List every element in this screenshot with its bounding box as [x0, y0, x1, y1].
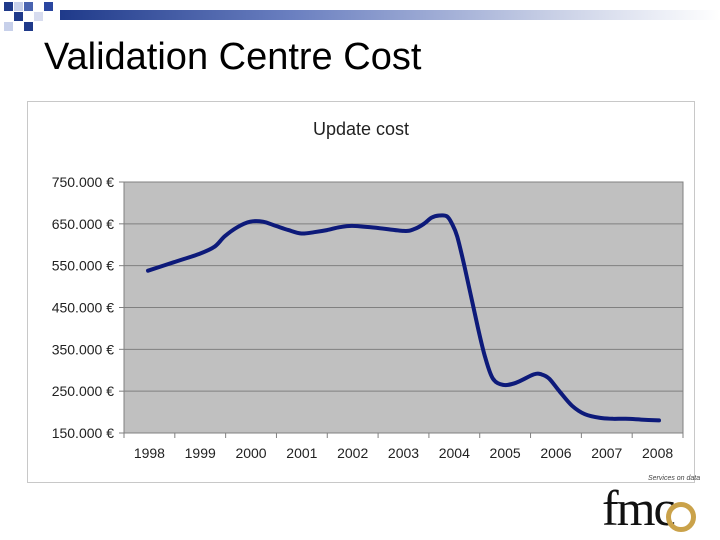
x-tick-label: 2003: [388, 445, 419, 461]
square-light: [4, 22, 13, 31]
square-dark: [14, 12, 23, 21]
fmc-logo: Services on data fmc: [600, 474, 708, 534]
decorative-squares: [0, 0, 60, 40]
x-tick-label: 2001: [286, 445, 317, 461]
square-dark: [4, 2, 13, 11]
square-light: [14, 2, 23, 11]
logo-tagline: Services on data: [648, 475, 701, 482]
x-tick-label: 2000: [235, 445, 266, 461]
line-chart: 150.000 € 250.000 € 350.000 € 450.000 € 550.…: [52, 174, 684, 461]
logo-ring-icon: [666, 502, 696, 532]
y-tick-label: 650.000 €: [52, 216, 114, 232]
square-mid: [24, 2, 33, 11]
y-tick-label: 550.000 €: [52, 258, 114, 274]
y-tick-label: 250.000 €: [52, 383, 114, 399]
series-line: [146, 213, 661, 423]
x-tick-label: 2007: [591, 445, 622, 461]
x-tick-label: 2002: [337, 445, 368, 461]
y-tick-label: 750.000 €: [52, 174, 114, 190]
x-tick-label: 2008: [642, 445, 673, 461]
chart-container: Update cost 150.000 € 250.000 € 350.000 € 4…: [27, 101, 695, 483]
square-dark: [44, 2, 53, 11]
square-dark: [24, 22, 33, 31]
y-tick-label: 350.000 €: [52, 341, 114, 357]
x-tick-label: 1999: [185, 445, 216, 461]
title-accent-bar: [60, 10, 720, 20]
chart-title: Update cost: [312, 119, 410, 139]
x-tick-label: 2006: [540, 445, 571, 461]
y-tick-label: 450.000 €: [52, 300, 114, 316]
y-tick-label: 150.000 €: [52, 425, 114, 441]
slide-title: Validation Centre Cost: [44, 36, 422, 78]
logo-wordmark: fmc: [602, 480, 676, 536]
x-tick-label: 2005: [490, 445, 521, 461]
square-light: [34, 12, 43, 21]
x-tick-label: 2004: [439, 445, 470, 461]
x-tick-label: 1998: [134, 445, 165, 461]
